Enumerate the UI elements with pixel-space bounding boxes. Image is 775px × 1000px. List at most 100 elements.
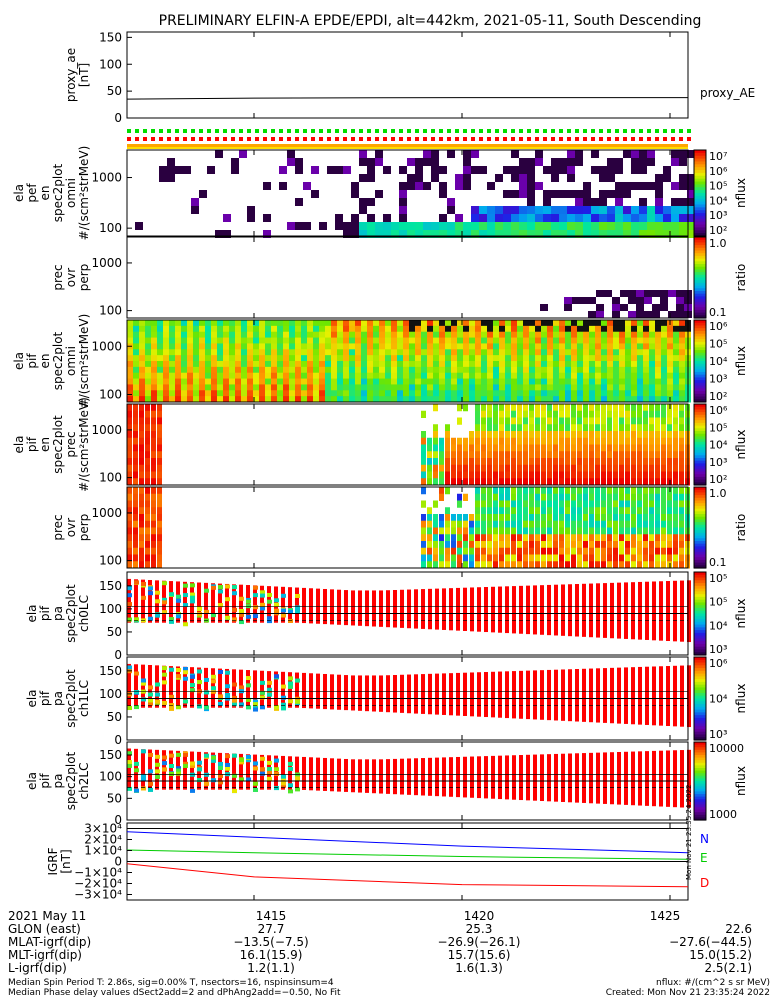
i_prec-ylabel-line-0: ela bbox=[12, 435, 26, 453]
i_omni-ylabel-line-3: spec2plot bbox=[51, 331, 65, 390]
footer-val-1425-0: 22.6 bbox=[725, 922, 752, 936]
i_omni-ytick-0: 1000 bbox=[91, 339, 122, 353]
pa0-ylabel-line-4: ch0LC bbox=[77, 595, 91, 632]
e_spec-ytick-0: 1000 bbox=[91, 171, 122, 185]
i_ratio-ztick-1: 0.1 bbox=[709, 556, 727, 569]
flag-bars bbox=[127, 129, 691, 149]
footer-time-1420: 1420 bbox=[463, 909, 495, 923]
igrf-line-D bbox=[126, 863, 689, 888]
e_spec-ylabel-line-4: omni bbox=[64, 178, 78, 208]
pa2-zlabel: nflux bbox=[734, 766, 748, 796]
pa1-ztick-0: 10⁶ bbox=[709, 657, 728, 670]
footer-val-1415-2: 16.1(15.9) bbox=[239, 948, 303, 962]
i_omni-ylabel-line-1: pif bbox=[25, 353, 39, 369]
e_spec-ytick-1: 100 bbox=[99, 221, 122, 235]
e_ratio-ylabel-line-0: prec bbox=[51, 264, 65, 290]
i_prec-zlabel: nflux bbox=[734, 430, 748, 460]
e_ratio-zlabel: ratio bbox=[734, 264, 748, 292]
i_ratio-zlabel: ratio bbox=[734, 514, 748, 542]
i_ratio-ylabel-line-0: prec bbox=[51, 514, 65, 540]
i_prec-ytick-0: 1000 bbox=[91, 423, 122, 437]
footer-label-3: MLT-igrf(dip) bbox=[8, 948, 82, 962]
i_omni-ylabel-line-2: en bbox=[38, 354, 52, 369]
pa0-ztick-0: 10⁵ bbox=[709, 572, 727, 585]
footer-val-1420-3: 1.6(1.3) bbox=[455, 961, 503, 975]
pa0-ylabel-line-1: pif bbox=[38, 605, 52, 621]
i_omni-ztick-1: 10⁵ bbox=[709, 338, 727, 351]
pa0-ylabel-line-0: ela bbox=[25, 604, 39, 622]
igrf-ytick-0: 3×10⁴ bbox=[84, 822, 122, 836]
pa0-ztick-3: 10³ bbox=[709, 643, 727, 656]
i_prec-ztick-2: 10⁴ bbox=[709, 439, 728, 452]
pa2-ylabel-line-2: pa bbox=[51, 774, 65, 789]
i_prec-ylabel-line-2: en bbox=[38, 437, 52, 452]
e_ratio-ylabel-line-2: perp bbox=[77, 264, 91, 292]
i_omni-ztick-3: 10³ bbox=[709, 373, 727, 386]
proxy_ae-ytick-1: 100 bbox=[99, 57, 122, 71]
pa1-ytick-0: 150 bbox=[99, 664, 122, 678]
pa0-ztick-1: 10⁵ bbox=[709, 596, 727, 609]
igrf-ytick-6: −3×10⁴ bbox=[74, 888, 122, 902]
pa1-ytick-1: 100 bbox=[99, 687, 122, 701]
pa2-ztick-1: 1000 bbox=[709, 808, 737, 821]
igrf-ytick-4: −1×10⁴ bbox=[74, 866, 122, 880]
pa2-ylabel: ela pif pa spec2plot ch2LC bbox=[25, 751, 91, 810]
i_prec-ztick-0: 10⁶ bbox=[709, 404, 728, 417]
igrf-legend-N: N bbox=[700, 832, 709, 846]
i_prec-colorbar: 10⁶ 10⁵ 10⁴ 10³ 10² nflux bbox=[693, 403, 748, 486]
pa1-cells bbox=[127, 663, 691, 728]
footer-note-2: Median Phase delay values dSect2add=2 an… bbox=[8, 988, 341, 998]
i_prec-ylabel-line-3: spec2plot bbox=[51, 415, 65, 474]
i_omni-colorbar: 10⁶ 10⁵ 10⁴ 10³ 10² nflux bbox=[693, 319, 748, 403]
pa0-cells bbox=[127, 578, 691, 643]
pa0-ylabel-line-3: spec2plot bbox=[64, 584, 78, 643]
e_spec-ylabel-line-1: pef bbox=[25, 183, 39, 203]
e_ratio-colorbar: 1.0 0.1 ratio bbox=[693, 236, 748, 319]
pa1-colorbar: 10⁶ 10⁴ 10³ nflux bbox=[693, 656, 748, 741]
i_prec-ztick-3: 10³ bbox=[709, 456, 727, 469]
pa2-ylabel-line-1: pif bbox=[38, 773, 52, 789]
pa0-ylabel: ela pif pa spec2plot ch0LC bbox=[25, 584, 91, 643]
footer-label-1: GLON (east) bbox=[8, 922, 81, 936]
e_spec-ztick-1: 10⁶ bbox=[709, 165, 728, 178]
igrf-ytick-3: 0 bbox=[114, 855, 122, 869]
pa0-ztick-2: 10⁴ bbox=[709, 619, 728, 632]
pa1-ylabel-line-1: pif bbox=[38, 690, 52, 706]
e_spec-ylabel-line-0: ela bbox=[12, 184, 26, 202]
igrf-line-E bbox=[126, 849, 689, 860]
pa1-ylabel-line-2: pa bbox=[51, 691, 65, 706]
e_ratio-ztick-1: 0.1 bbox=[709, 306, 727, 319]
i_omni-ylabel-line-4: omni bbox=[64, 346, 78, 376]
e_ratio-ylabel: prec ovr perp bbox=[51, 264, 91, 292]
e_ratio-frame bbox=[126, 236, 689, 319]
footer-val-1420-2: 15.7(15.6) bbox=[447, 948, 511, 962]
igrf-ylabel-line-1: [nT] bbox=[59, 849, 73, 873]
proxy_ae-ytick-3: 0 bbox=[114, 111, 122, 125]
footer-val-1415-1: −13.5(−7.5) bbox=[233, 935, 309, 949]
i_ratio-frame bbox=[126, 486, 689, 569]
pa1-ztick-2: 10³ bbox=[709, 728, 727, 741]
igrf-ylabel: IGRF [nT] bbox=[46, 847, 73, 875]
i_prec-ylabel-line-4: prec bbox=[64, 431, 78, 457]
e_spec-ylabel-line-2: en bbox=[38, 186, 52, 201]
i_omni-ztick-0: 10⁶ bbox=[709, 320, 728, 333]
pa0-frame bbox=[126, 571, 689, 656]
pa0-ytick-0: 150 bbox=[99, 579, 122, 593]
e_spec-ylabel: ela pef en spec2plot omni #/(scm²strMeV) bbox=[12, 146, 91, 241]
igrf-ytick-2: 1×10⁴ bbox=[84, 844, 122, 858]
igrf-ytick-1: 2×10⁴ bbox=[84, 833, 122, 847]
pa2-ylabel-line-0: ela bbox=[25, 772, 39, 790]
pa1-ytick-2: 50 bbox=[107, 710, 122, 724]
i-omni-cells bbox=[127, 320, 691, 403]
i_omni-zlabel: nflux bbox=[734, 346, 748, 376]
pa2-ytick-1: 100 bbox=[99, 770, 122, 784]
pa1-ylabel-line-0: ela bbox=[25, 689, 39, 707]
e_spec-ztick-0: 10⁷ bbox=[709, 150, 727, 163]
i_prec-ylabel-line-5: #/(scm²strMeV) bbox=[77, 397, 91, 492]
e_ratio-ytick-0: 1000 bbox=[91, 256, 122, 270]
pa2-ytick-2: 50 bbox=[107, 791, 122, 805]
pa0-colorbar: 10⁵ 10⁵ 10⁴ 10³ nflux bbox=[693, 571, 748, 656]
e_ratio-ytick-1: 100 bbox=[99, 304, 122, 318]
e-ratio-cells bbox=[540, 290, 692, 318]
pa2-ytick-0: 150 bbox=[99, 748, 122, 762]
